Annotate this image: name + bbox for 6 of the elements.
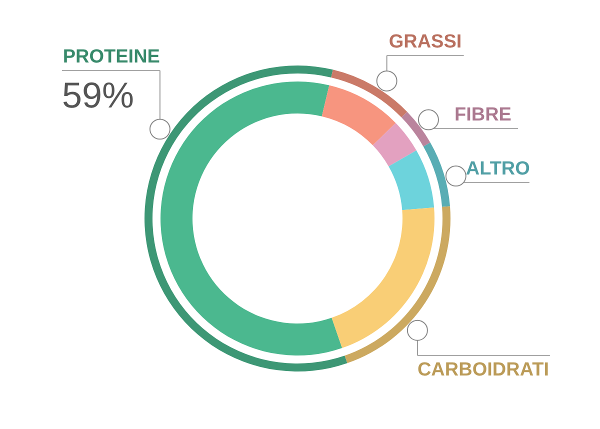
slice-label: CARBOIDRATI (417, 360, 550, 380)
text: 59% (62, 74, 134, 116)
slice-label: ALTRO (466, 158, 530, 180)
slice-label: FIBRE (454, 104, 512, 126)
slice-label: GRASSI (388, 32, 462, 52)
slice-label: PROTEINE (62, 46, 160, 68)
